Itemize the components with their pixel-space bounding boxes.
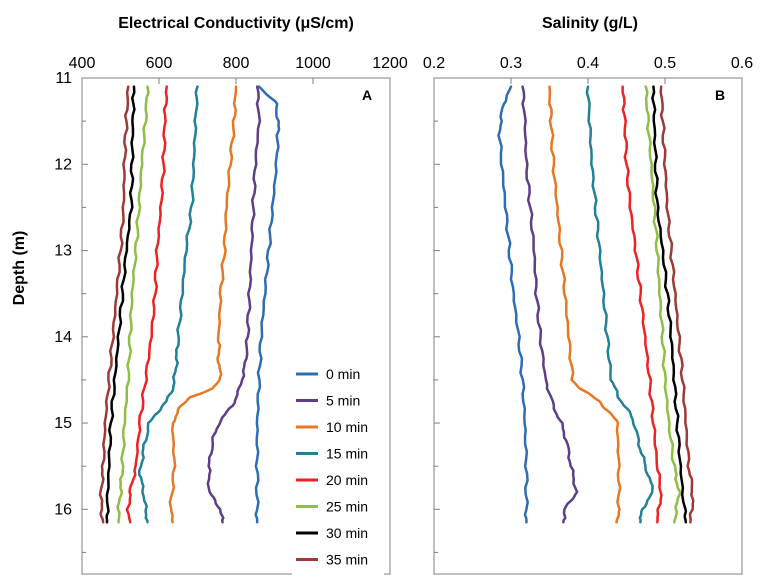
x-tick-label: 1000 [295, 55, 331, 72]
panel-a-y-ticks [82, 77, 88, 553]
x-tick-label: 0.5 [654, 55, 676, 72]
x-tick-label: 0.6 [731, 55, 753, 72]
x-tick-label: 0.4 [577, 55, 599, 72]
legend: 0 min 5 min 10 min 15 min 20 min 25 min 30 min… [292, 360, 384, 578]
panel-b-series [497, 85, 695, 524]
legend-background [292, 360, 384, 578]
legend-label: 20 min [326, 472, 368, 488]
series-line-15-min [585, 85, 654, 524]
panel-a-letter: A [362, 87, 372, 103]
y-tick-label: 11 [55, 70, 72, 87]
panel-a: Electrical Conductivity (μS/cm) A 400 600… [69, 15, 408, 575]
panel-a-x-title: Electrical Conductivity (μS/cm) [118, 15, 354, 32]
series-line-20-min [621, 85, 663, 524]
y-tick-label: 14 [54, 329, 72, 346]
series-line-5-min [206, 85, 262, 524]
y-tick-label: 16 [54, 501, 72, 518]
panel-a-x-ticks: 400 600 800 1000 1200 [69, 55, 408, 84]
series-line-0-min [497, 85, 529, 524]
series-line-0-min [254, 85, 281, 524]
panel-b-x-ticks: 0.2 0.3 0.4 0.5 0.6 [423, 55, 753, 84]
panel-b-x-title: Salinity (g/L) [542, 15, 638, 32]
x-tick-label: 0.2 [423, 55, 445, 72]
series-line-20-min [125, 85, 169, 524]
y-axis-title: Depth (m) [11, 231, 28, 306]
panel-b: Salinity (g/L) B 0.2 0.3 0.4 0.5 0.6 [423, 15, 753, 575]
series-line-25-min [644, 85, 682, 524]
panel-b-frame [433, 77, 743, 575]
legend-label: 10 min [326, 419, 368, 435]
y-tick-label: 13 [54, 243, 72, 260]
series-line-30-min [651, 85, 688, 524]
x-tick-label: 0.3 [500, 55, 522, 72]
panel-b-letter: B [715, 87, 725, 103]
series-line-35-min [659, 85, 695, 524]
legend-label: 25 min [326, 499, 368, 515]
series-line-25-min [116, 85, 150, 524]
series-line-10-min [548, 85, 622, 524]
x-tick-label: 1200 [372, 55, 408, 72]
series-line-35-min [98, 85, 130, 524]
legend-label: 35 min [326, 552, 368, 568]
x-tick-label: 800 [223, 55, 250, 72]
series-line-15-min [138, 85, 199, 524]
y-tick-label: 12 [54, 156, 72, 173]
y-axis-tick-labels: 11 12 13 14 15 16 [54, 70, 72, 518]
legend-label: 5 min [326, 393, 360, 409]
legend-label: 0 min [326, 366, 360, 382]
panel-a-series [98, 85, 281, 524]
x-tick-label: 400 [69, 55, 96, 72]
y-tick-label: 15 [54, 415, 72, 432]
series-line-5-min [521, 85, 579, 524]
series-line-30-min [105, 85, 136, 524]
legend-label: 15 min [326, 446, 368, 462]
x-tick-label: 600 [146, 55, 173, 72]
panel-b-y-ticks [434, 77, 440, 553]
series-line-10-min [168, 85, 238, 524]
legend-label: 30 min [326, 525, 368, 541]
